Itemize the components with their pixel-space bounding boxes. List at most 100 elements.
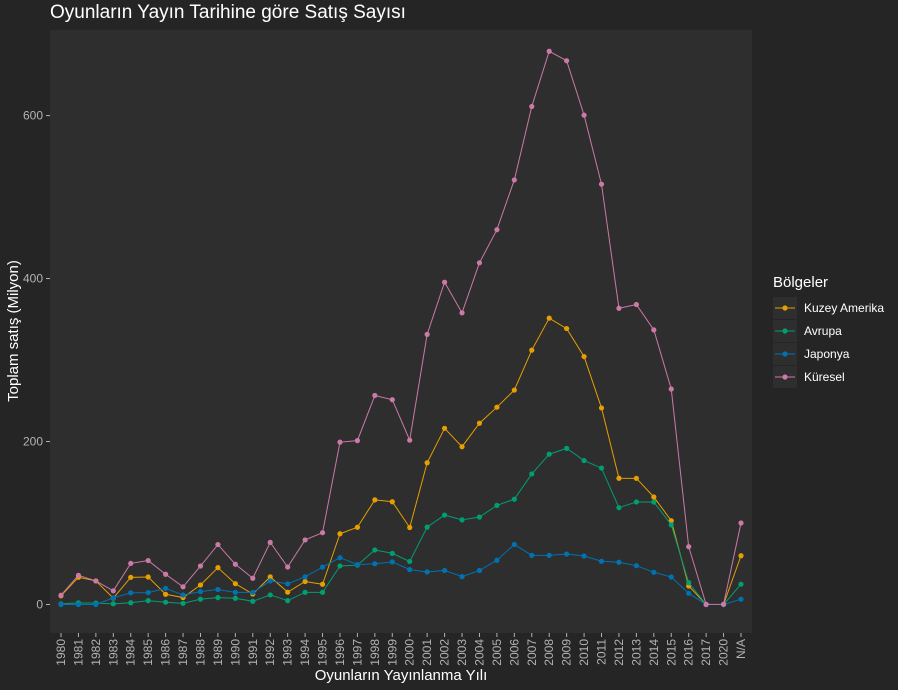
legend-label: Japonya (804, 347, 850, 361)
series-3 (58, 48, 744, 607)
data-point (407, 437, 413, 443)
data-point (476, 420, 483, 426)
data-point (372, 392, 378, 399)
data-point (738, 596, 744, 602)
data-point (267, 592, 273, 598)
x-tick-label: 1999 (385, 639, 399, 666)
x-tick-label: 2000 (403, 639, 417, 666)
data-point (145, 557, 151, 564)
series-line (60, 447, 742, 605)
data-point (110, 588, 116, 594)
data-point (441, 425, 448, 431)
legend-key-point (782, 305, 788, 311)
data-point (598, 465, 605, 471)
legend-label: Avrupa (804, 324, 842, 338)
data-point (529, 552, 535, 558)
data-point (616, 475, 622, 481)
data-point (250, 575, 256, 581)
legend-label: Küresel (804, 370, 845, 384)
data-point (285, 564, 291, 570)
data-point (633, 301, 639, 308)
y-tick-label: 400 (23, 272, 43, 286)
legend-items: Kuzey Amerika Avrupa Japonya Küresel (773, 297, 884, 388)
data-point (389, 499, 395, 505)
data-point (720, 601, 727, 607)
data-point (546, 48, 552, 54)
data-point (476, 514, 483, 520)
data-point (598, 181, 605, 187)
data-point (703, 601, 709, 607)
data-point (581, 457, 587, 464)
x-tick-label: 1992 (263, 639, 277, 666)
x-tick-label: 1984 (124, 639, 138, 666)
x-tick-label: 1980 (54, 639, 68, 666)
x-tick-label: 1998 (368, 639, 382, 666)
data-point (407, 567, 413, 573)
data-point (250, 598, 256, 604)
data-point (250, 589, 256, 596)
data-point (651, 494, 657, 500)
data-point (564, 551, 570, 557)
data-point (145, 574, 151, 580)
series-line (60, 50, 742, 605)
x-tick-label: 2008 (542, 639, 556, 666)
data-point (546, 451, 552, 457)
data-point (372, 547, 378, 553)
data-point (511, 387, 517, 393)
data-point (93, 578, 99, 584)
data-point (197, 596, 204, 602)
data-point (337, 439, 343, 445)
data-point (337, 555, 343, 561)
x-tick-label: 1983 (106, 639, 120, 666)
data-point (128, 560, 134, 567)
y-tick-label: 0 (36, 597, 43, 611)
x-tick-label: 2011 (595, 639, 609, 665)
data-point (319, 581, 326, 587)
data-point (232, 595, 238, 601)
x-tick-label: 2001 (420, 639, 434, 666)
x-tick-label: 1981 (71, 639, 85, 666)
legend-label: Kuzey Amerika (804, 301, 884, 315)
data-point (633, 563, 639, 569)
x-tick-label: 2017 (699, 639, 713, 666)
data-point (476, 567, 483, 574)
data-point (424, 524, 430, 530)
series-line (60, 317, 742, 605)
x-tick-label: 2003 (455, 639, 469, 666)
legend-key-point (782, 351, 788, 357)
x-tick-label: 1991 (246, 639, 260, 666)
data-point (686, 590, 692, 596)
x-tick-label: 1996 (333, 639, 347, 666)
data-point (197, 589, 204, 595)
data-point (441, 567, 448, 574)
x-tick-label: 1994 (298, 639, 312, 666)
data-point (215, 541, 221, 548)
legend-item: Küresel (773, 366, 845, 388)
data-point (511, 496, 517, 502)
x-tick-label: 2015 (664, 639, 678, 666)
data-point (267, 574, 273, 580)
data-point (546, 552, 552, 558)
data-point (197, 563, 204, 569)
data-point (389, 559, 395, 565)
x-tick-label: 1986 (159, 639, 173, 666)
data-point (163, 571, 169, 577)
x-tick-label: 1982 (89, 639, 103, 666)
x-tick-label: 1987 (176, 639, 190, 666)
data-point (564, 58, 570, 64)
x-tick-label: 2013 (629, 639, 643, 666)
data-point (581, 112, 587, 118)
data-point (354, 562, 361, 568)
data-point (529, 347, 535, 353)
data-point (686, 580, 692, 586)
data-point (407, 558, 413, 565)
data-point (441, 512, 448, 518)
data-point (564, 325, 570, 332)
legend: Bölgeler Kuzey Amerika Avrupa Japonya Küres… (773, 274, 884, 388)
data-point (651, 327, 657, 333)
data-point (372, 561, 378, 567)
plot-panel (50, 30, 752, 633)
legend-key-point (782, 374, 788, 380)
data-point (128, 590, 134, 596)
x-tick-label: 1995 (316, 639, 330, 666)
